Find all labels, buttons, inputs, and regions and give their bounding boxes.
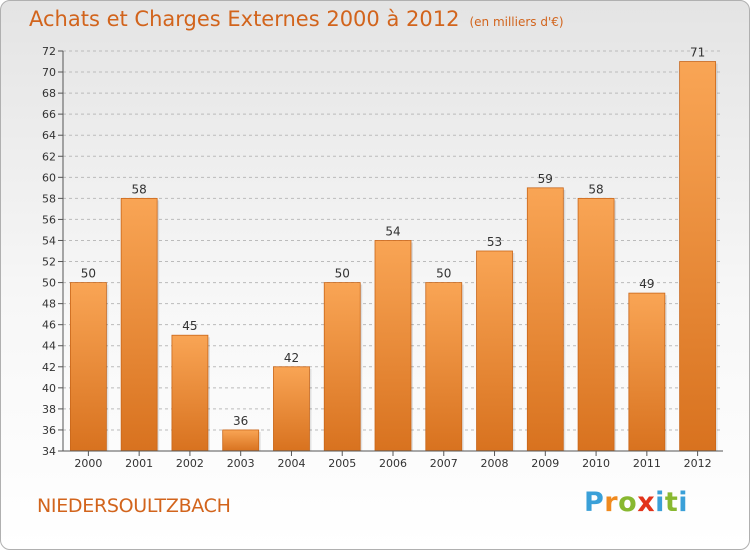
x-tick-label: 2006 [379, 457, 407, 470]
y-tick-label: 66 [42, 108, 56, 121]
y-tick-label: 48 [42, 298, 56, 311]
y-tick-label: 70 [42, 66, 56, 79]
logo-letter: o [618, 487, 638, 518]
proxiti-logo: Proxiti [584, 487, 688, 518]
y-tick-label: 46 [42, 319, 56, 332]
bar [374, 240, 412, 452]
data-label: 58 [132, 182, 147, 196]
logo-letter: x [637, 487, 656, 518]
logo-letter: i [655, 487, 665, 518]
y-tick-label: 44 [42, 340, 56, 353]
x-tick-label: 2012 [684, 457, 712, 470]
y-tick-label: 54 [42, 234, 56, 247]
y-tick-label: 52 [42, 256, 56, 269]
data-label: 49 [639, 277, 654, 291]
data-label: 71 [690, 46, 705, 60]
data-label: 50 [436, 267, 451, 281]
x-tick-label: 2008 [481, 457, 509, 470]
logo-letter: r [604, 487, 619, 518]
bar [526, 187, 564, 452]
y-tick-label: 72 [42, 45, 56, 58]
y-tick-label: 34 [42, 445, 56, 458]
data-label: 54 [385, 224, 400, 238]
bars: 50 58 45 36 42 50 54 50 53 59 58 49 71 [69, 46, 718, 452]
bar [679, 61, 717, 452]
bar [476, 250, 513, 452]
bar [171, 334, 209, 452]
bar [69, 282, 107, 452]
place-name: NIEDERSOULTZBACH [37, 495, 231, 517]
bar [222, 429, 260, 452]
x-tick-label: 2001 [125, 457, 153, 470]
x-tick-label: 2004 [277, 457, 305, 470]
data-label: 53 [487, 235, 502, 249]
chart-title-text: Achats et Charges Externes 2000 à 2012 [29, 7, 460, 31]
data-label: 45 [182, 319, 197, 333]
bar [323, 282, 361, 452]
y-tick-label: 36 [42, 424, 56, 437]
y-tick-label: 56 [42, 213, 56, 226]
y-tick-label: 62 [42, 150, 56, 163]
y-tick-label: 68 [42, 87, 56, 100]
bar [273, 366, 310, 452]
y-tick-label: 50 [42, 277, 56, 290]
chart-title: Achats et Charges Externes 2000 à 2012 (e… [29, 7, 564, 31]
axes: 34 36 38 40 42 44 46 48 50 52 54 56 58 60 62 64 66 68 70 72… [42, 45, 723, 470]
bar [425, 282, 463, 452]
data-label: 42 [284, 351, 299, 365]
y-tick-label: 64 [42, 129, 56, 142]
y-tick-label: 58 [42, 192, 56, 205]
data-label: 58 [588, 182, 603, 196]
logo-letter: t [664, 487, 679, 518]
x-tick-label: 2010 [582, 457, 610, 470]
chart-unit: (en milliers d'€) [469, 15, 564, 29]
bar [628, 292, 666, 452]
x-tick-label: 2009 [531, 457, 559, 470]
x-tick-label: 2002 [176, 457, 204, 470]
data-label: 50 [81, 267, 96, 281]
y-tick-label: 40 [42, 382, 56, 395]
logo-letter: P [584, 487, 605, 518]
y-tick-label: 42 [42, 361, 56, 374]
data-label: 59 [538, 172, 553, 186]
y-tick-label: 38 [42, 403, 56, 416]
bar [120, 197, 158, 452]
data-label: 36 [233, 414, 248, 428]
y-tick-label: 60 [42, 171, 56, 184]
x-tick-label: 2007 [430, 457, 458, 470]
logo-letter: i [678, 487, 689, 518]
x-tick-label: 2011 [633, 457, 661, 470]
x-tick-label: 2005 [328, 457, 356, 470]
bar [577, 197, 615, 452]
x-tick-label: 2000 [74, 457, 102, 470]
x-tick-label: 2003 [227, 457, 255, 470]
data-label: 50 [335, 267, 350, 281]
